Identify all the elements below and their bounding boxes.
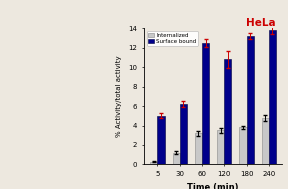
Bar [195, 133, 202, 164]
Legend: Internalized, Surface bound: Internalized, Surface bound [147, 31, 198, 46]
Bar [202, 43, 209, 164]
Bar [247, 36, 254, 164]
Bar [150, 162, 158, 164]
Bar [217, 130, 224, 164]
Bar [224, 60, 231, 164]
Bar [180, 104, 187, 164]
Bar [269, 30, 276, 164]
Bar [158, 116, 164, 164]
Bar [262, 118, 269, 164]
Y-axis label: % Activity/total activity: % Activity/total activity [117, 56, 122, 137]
Text: HeLa: HeLa [246, 18, 275, 28]
Bar [173, 153, 180, 164]
Bar [239, 128, 247, 164]
X-axis label: Time (min): Time (min) [187, 183, 239, 189]
